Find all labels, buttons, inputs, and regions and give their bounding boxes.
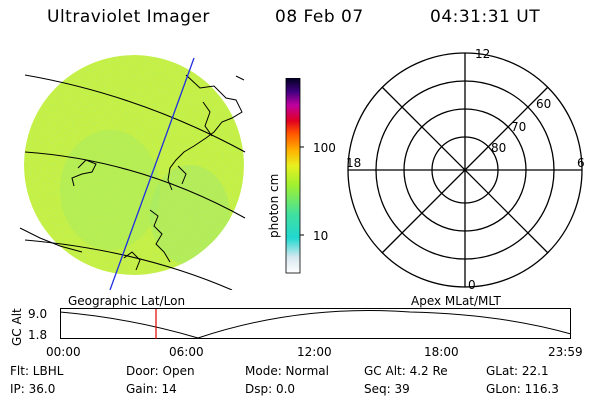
color-scale-tick-100: 100 bbox=[313, 141, 336, 155]
ip-field: IP: 36.0 bbox=[10, 382, 56, 396]
filter-field: Flt: LBHL bbox=[10, 364, 64, 378]
noon-meridian-line bbox=[109, 57, 195, 290]
observation-date: 08 Feb 07 bbox=[275, 7, 364, 27]
time-tick-0000: 00:00 bbox=[46, 345, 81, 359]
mlt-label-6: 6 bbox=[577, 156, 585, 170]
time-tick-0600: 06:00 bbox=[169, 345, 204, 359]
coastlines bbox=[19, 74, 245, 271]
gc-alt-tick-min: 1.8 bbox=[28, 328, 48, 342]
mlt-label-12: 12 bbox=[475, 47, 491, 61]
time-tick-1200: 12:00 bbox=[297, 345, 332, 359]
mlat-label-80: 80 bbox=[491, 141, 507, 155]
color-scale-unit-label: photon cm bbox=[267, 173, 281, 238]
time-tick-1800: 18:00 bbox=[424, 345, 459, 359]
color-scale-tick-10: 10 bbox=[313, 229, 329, 243]
seq-field: Seq: 39 bbox=[364, 382, 410, 396]
door-field: Door: Open bbox=[126, 364, 195, 378]
gc-alt-field: GC Alt: 4.2 Re bbox=[364, 364, 448, 378]
mlt-label-18: 18 bbox=[346, 156, 362, 170]
geographic-caption: Geographic Lat/Lon bbox=[68, 294, 186, 308]
altitude-curve bbox=[60, 309, 572, 339]
color-scale-bar bbox=[285, 78, 304, 274]
geographic-image-panel bbox=[19, 55, 246, 290]
mode-field: Mode: Normal bbox=[245, 364, 329, 378]
apex-caption: Apex MLat/MLT bbox=[411, 294, 501, 308]
glon-field: GLon: 116.3 bbox=[486, 382, 559, 396]
time-tick-2359: 23:59 bbox=[548, 345, 583, 359]
gain-field: Gain: 14 bbox=[126, 382, 177, 396]
dsp-field: Dsp: 0.0 bbox=[245, 382, 296, 396]
gc-alt-tick-max: 9.0 bbox=[28, 307, 48, 321]
mlt-label-0: 0 bbox=[468, 278, 476, 292]
mlat-label-70: 70 bbox=[511, 120, 527, 134]
timeline-frame bbox=[60, 308, 571, 339]
glat-field: GLat: 22.1 bbox=[486, 364, 549, 378]
observation-time: 04:31:31 UT bbox=[430, 7, 541, 27]
gc-alt-axis-label: GC Alt bbox=[10, 308, 24, 346]
polar-mlat-mlt-plot bbox=[347, 52, 583, 288]
altitude-timeline-plot bbox=[60, 308, 572, 339]
mlat-label-60: 60 bbox=[536, 97, 552, 111]
polar-axis-diagonal-2 bbox=[381, 86, 549, 254]
instrument-title: Ultraviolet Imager bbox=[47, 7, 210, 27]
